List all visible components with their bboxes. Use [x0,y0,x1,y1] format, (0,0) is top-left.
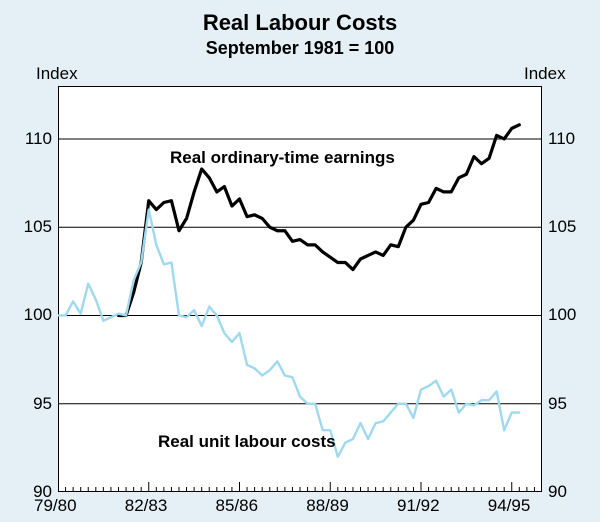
xtick-label: 88/89 [306,496,349,516]
series-label: Real ordinary-time earnings [170,148,395,168]
ytick-left: 95 [33,394,52,414]
chart-title: Real Labour Costs [0,10,600,36]
chart-container: Real Labour Costs September 1981 = 100 I… [0,0,600,522]
series-label: Real unit labour costs [158,432,336,452]
chart-subtitle: September 1981 = 100 [0,38,600,59]
ytick-right: 95 [548,394,567,414]
ytick-left: 110 [25,129,52,149]
ytick-left: 100 [24,305,52,325]
ytick-right: 105 [548,217,576,237]
xtick-label: 94/95 [488,496,531,516]
xtick-label: 79/80 [34,496,77,516]
ytick-left: 105 [24,217,52,237]
xtick-label: 82/83 [125,496,168,516]
xtick-label: 85/86 [216,496,259,516]
ytick-right: 100 [548,305,576,325]
ytick-right: 90 [548,482,567,502]
xtick-label: 91/92 [397,496,440,516]
y-axis-left-label: Index [36,64,78,84]
ytick-right: 110 [548,129,575,149]
y-axis-right-label: Index [524,64,566,84]
